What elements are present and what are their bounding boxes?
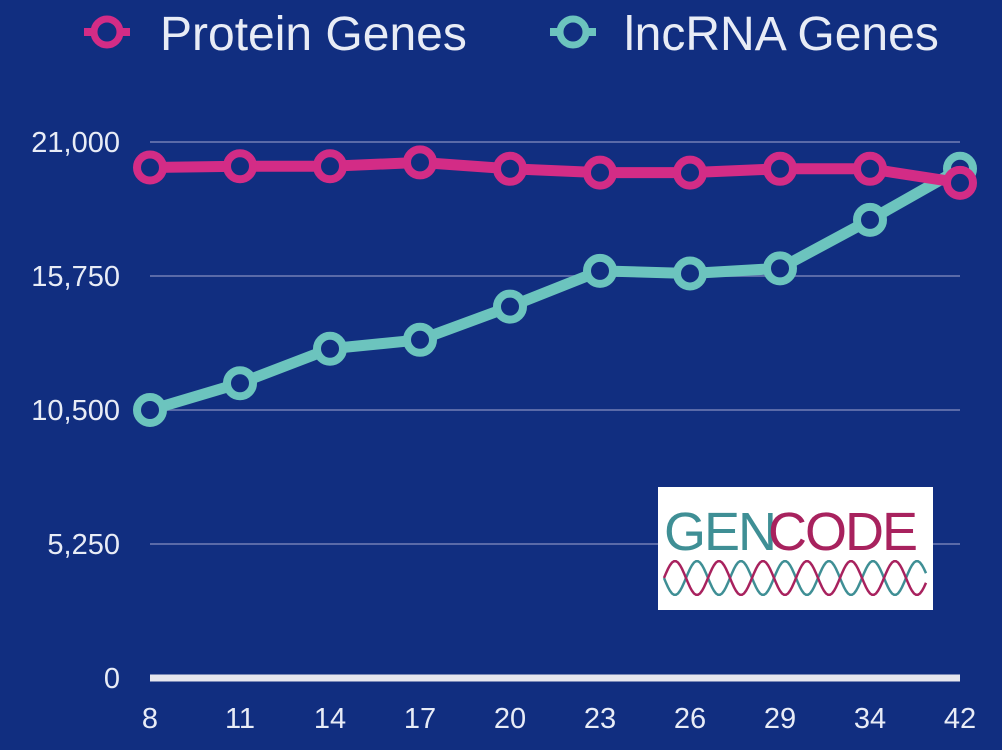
x-tick-label: 11 <box>225 703 255 735</box>
y-tick-label: 15,750 <box>31 261 120 293</box>
y-tick-label: 21,000 <box>31 127 120 159</box>
legend-item-protein[interactable]: Protein Genes <box>84 8 467 61</box>
series-line <box>144 156 966 189</box>
dna-helix-icon <box>662 559 928 597</box>
data-point[interactable] <box>493 151 527 186</box>
legend-swatch-marker-lncrna <box>556 15 590 49</box>
data-point[interactable] <box>673 256 707 291</box>
data-point[interactable] <box>313 331 347 366</box>
data-point[interactable] <box>853 202 887 237</box>
series-layer <box>133 145 977 427</box>
data-point[interactable] <box>763 251 797 286</box>
data-point[interactable] <box>133 393 167 427</box>
data-point[interactable] <box>943 165 977 200</box>
data-point[interactable] <box>403 145 437 180</box>
data-point[interactable] <box>403 322 437 357</box>
logo-text-code: CODE <box>768 502 916 562</box>
gridlines <box>150 141 960 545</box>
helix-strand <box>662 559 928 597</box>
data-point[interactable] <box>853 151 887 186</box>
series-protein <box>133 145 977 200</box>
series-lncrna <box>133 151 977 427</box>
legend-label-lncrna: lncRNA Genes <box>624 8 939 61</box>
data-point[interactable] <box>493 289 527 324</box>
data-point[interactable] <box>223 366 257 401</box>
y-tick-label: 10,500 <box>31 395 120 427</box>
legend-swatch-marker-protein <box>90 15 124 49</box>
gencode-logo: GEN CODE <box>658 487 933 610</box>
x-tick-label: 20 <box>494 703 526 735</box>
data-point[interactable] <box>583 253 617 288</box>
legend-item-lncrna[interactable]: lncRNA Genes <box>550 8 939 61</box>
x-tick-label: 29 <box>764 703 796 735</box>
x-tick-label: 34 <box>854 703 886 735</box>
data-point[interactable] <box>763 151 797 186</box>
x-tick-label: 8 <box>142 703 158 735</box>
y-tick-label: 5,250 <box>47 529 120 561</box>
x-tick-label: 42 <box>944 703 976 735</box>
x-tick-label: 17 <box>404 703 436 735</box>
data-point[interactable] <box>223 149 257 184</box>
legend: Protein Genes lncRNA Genes <box>84 8 939 61</box>
data-point[interactable] <box>673 155 707 190</box>
legend-label-protein: Protein Genes <box>160 8 467 61</box>
x-tick-label: 26 <box>674 703 706 735</box>
y-tick-label: 0 <box>104 663 120 695</box>
x-axis: 8 11 14 17 20 23 26 29 34 42 <box>142 674 976 735</box>
x-tick-label: 14 <box>314 703 346 735</box>
x-tick-label: 23 <box>584 703 616 735</box>
series-line <box>144 163 966 416</box>
data-point[interactable] <box>313 149 347 184</box>
y-axis: 0 5,250 10,500 15,750 21,000 <box>31 127 120 695</box>
data-point[interactable] <box>133 150 167 185</box>
logo-text-gen: GEN <box>664 502 775 562</box>
data-point[interactable] <box>583 155 617 190</box>
